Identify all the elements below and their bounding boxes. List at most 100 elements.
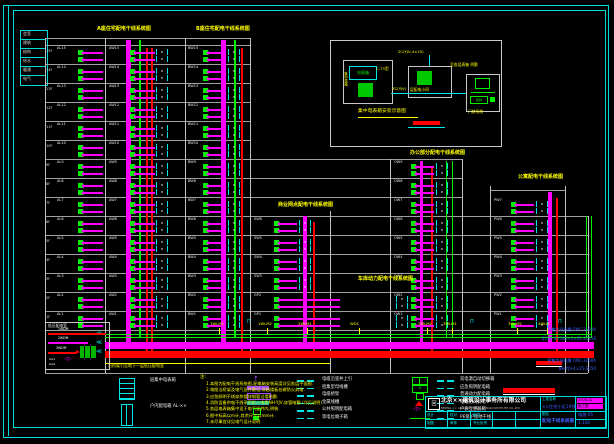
feeder-bar [84,165,103,168]
feeder-bar [84,134,103,137]
corner-sign-divider [20,39,46,40]
feeder-bar [417,191,434,194]
distribution-box [203,304,208,309]
feeder-arrow [81,164,84,169]
breaker-icon: × [228,125,240,131]
drawing-bottom-line [45,373,588,374]
legend-bowtie-icon: ◁▷ [413,406,421,412]
feeder-bar [280,241,297,244]
feeder-arrow [277,278,280,283]
tb-stage: 施工图 [578,403,589,408]
panel-label: AW15 [109,46,120,50]
feeder-bar [280,317,340,320]
breaker-icon: × [228,189,240,195]
feeder-arrow [206,69,209,74]
feeder-bar [417,184,434,187]
lighting-bus-line [105,363,330,364]
distribution-box [130,76,135,81]
feeder-arrow [277,323,280,328]
feeder-arrow [81,190,84,195]
feeder-bar [136,184,155,187]
panel-label: SW6 [254,217,262,221]
corner-sign-divider [20,48,46,49]
feeder-arrow [514,209,517,214]
feeder-bar [84,89,103,92]
riser-magenta [548,192,552,349]
feeder-bar [417,210,434,213]
distribution-box [411,259,416,264]
breaker-icon: × [436,303,448,309]
tb-drawing-label: 图名 [542,412,549,416]
corner-sign-label: 暖通 [23,67,31,72]
distribution-box [78,190,83,195]
legend-dash [297,387,314,389]
feeder-bar [136,203,155,206]
detail-label: 层配电小间 [410,87,429,92]
distribution-box [411,278,416,283]
feeder-arrow [514,323,517,328]
distribution-box [203,297,208,302]
floor-label: 3F [46,277,51,281]
feeder-arrow [414,247,417,252]
panel-label: OW1 [394,312,403,316]
breaker-icon: × [156,75,168,81]
feeder-bar [136,222,155,225]
feeder-bar [209,58,226,61]
tb-vline [540,396,541,427]
feeder-bar [136,241,155,244]
system-title: B座住宅配电干线系统图 [196,26,250,32]
detail-monitor-stand [480,88,484,89]
breaker-icon: × [536,220,548,226]
feeder-arrow [514,304,517,309]
floor-line [45,83,250,84]
feeder-arrow [81,126,84,131]
feeder-arrow [414,221,417,226]
panel-label: AW4 [109,255,117,259]
feeder-bar [209,134,226,137]
system-title: 商业网点配电干线系统图 [278,202,334,208]
feeder-arrow-icon [76,350,80,354]
feeder-bar [280,324,340,327]
floor-label: 11F [46,125,53,129]
breaker-icon: × [156,132,168,138]
floor-label: 15F [46,49,53,53]
feeder-bar [84,153,103,156]
feeder-bar [280,298,340,301]
floor-line [45,235,588,236]
feeder-bar [84,229,103,232]
distribution-box [130,202,135,207]
feeder-bar [209,248,226,251]
feeder-bar [517,203,534,206]
distribution-box [203,247,208,252]
feeder-bar [84,96,103,99]
breaker-icon: × [228,151,240,157]
legend-dash [297,380,314,382]
bus-tag: 1WLM1 [210,321,224,326]
detail-wire [391,93,466,94]
feeder-arrow [81,57,84,62]
feeder-bar [280,222,297,225]
breaker-icon: × [228,258,240,264]
distribution-box [130,57,135,62]
distribution-box [130,259,135,264]
feeder-bar [84,203,103,206]
breaker-icon: × [156,113,168,119]
distribution-box [78,285,83,290]
legend-label: 密集型母线槽 [322,384,348,390]
feeder-bar [84,108,103,111]
feeder-arrow [206,266,209,271]
floor-line [45,121,250,122]
legend-label: 应急照明配电箱 [460,384,491,390]
feeder-arrow [414,209,417,214]
distribution-box [274,278,279,283]
feeder-arrow [414,278,417,283]
breaker-icon: × [436,189,448,195]
feeder-arrow [206,152,209,157]
breaker-icon: × [156,322,168,328]
distribution-box [511,221,516,226]
breaker-icon: × [228,277,240,283]
distribution-box [274,247,279,252]
legend-dash [437,387,454,389]
feeder-bar [209,260,226,263]
feeder-arrow [206,228,209,233]
